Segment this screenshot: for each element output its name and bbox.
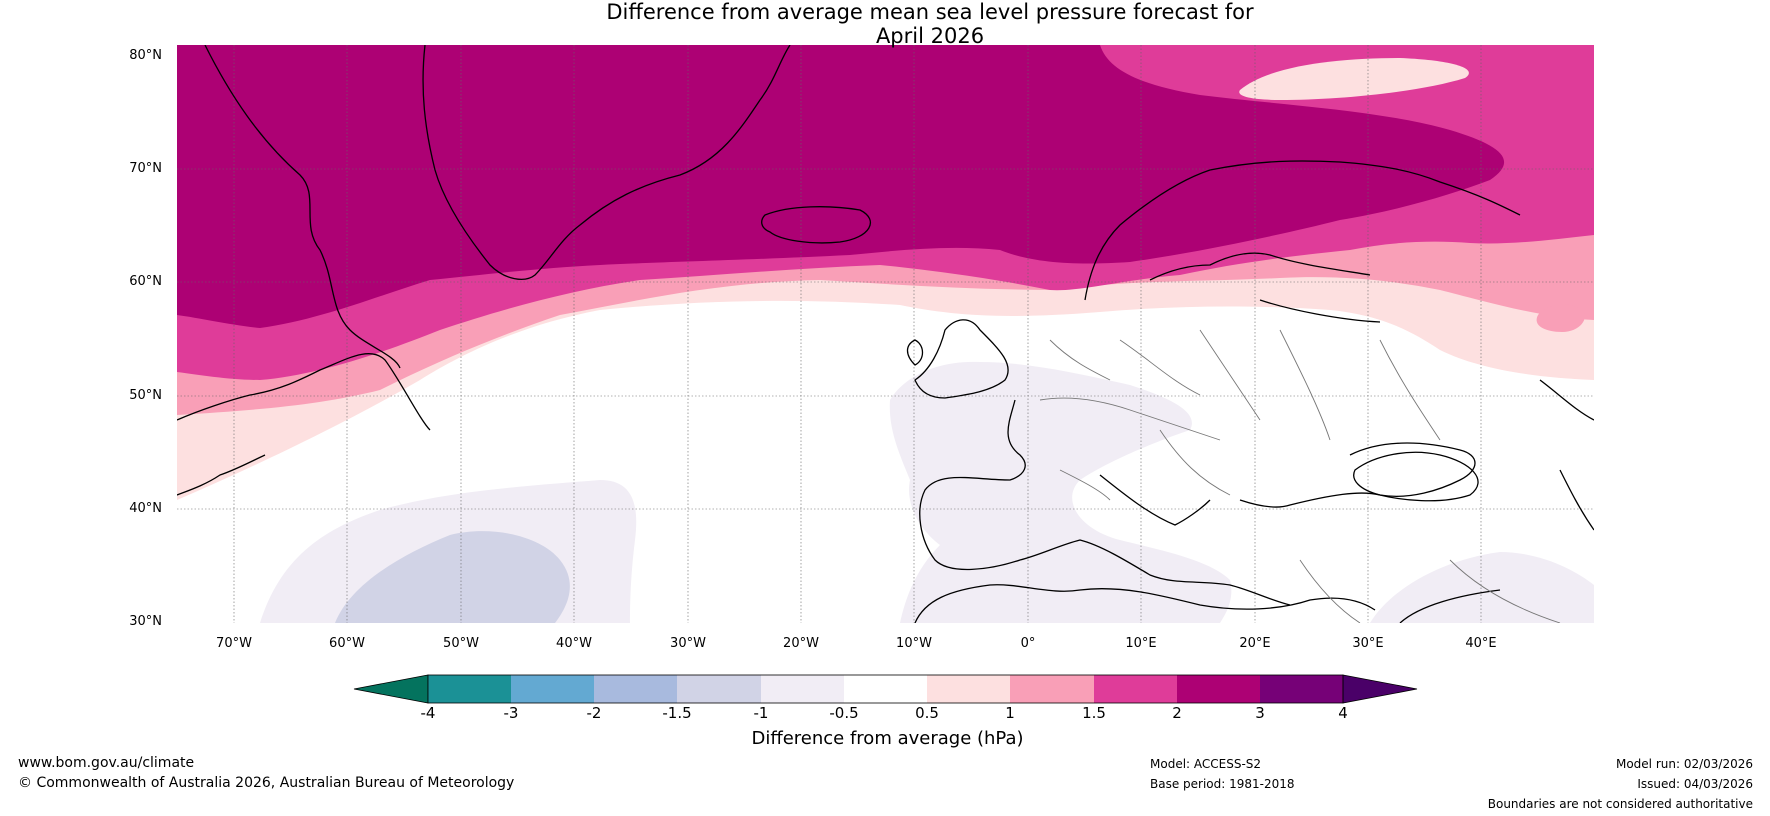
colorbar-tick-label: 4 bbox=[1338, 704, 1348, 722]
contour-minus-1-atlantic bbox=[335, 531, 570, 623]
lon-label: 10°E bbox=[1125, 636, 1157, 651]
title-line-1: Difference from average mean sea level p… bbox=[606, 0, 1254, 24]
coast-east bbox=[1399, 379, 1594, 623]
coast-labrador bbox=[177, 353, 431, 496]
lat-label: 80°N bbox=[129, 48, 162, 63]
footer-base-period: Base period: 1981-2018 bbox=[1150, 777, 1295, 791]
colorbar-segment-7 bbox=[1010, 675, 1094, 703]
colorbar-tick-label: -2 bbox=[586, 704, 602, 722]
colorbar-tick-label: 1 bbox=[1005, 704, 1015, 722]
coast-north-africa bbox=[914, 584, 1376, 623]
coast-scandinavia bbox=[1084, 160, 1521, 323]
lon-label: 60°W bbox=[329, 636, 365, 651]
colorbar-segment-2 bbox=[594, 675, 677, 703]
coast-british-isles bbox=[906, 319, 1009, 399]
colorbar-segment-6 bbox=[927, 675, 1010, 703]
colorbar-segment-10 bbox=[1260, 675, 1343, 703]
contour-plus-2 bbox=[177, 45, 1505, 328]
lon-label: 30°W bbox=[670, 636, 706, 651]
country-borders bbox=[1039, 329, 1561, 623]
footer-disclaimer: Boundaries are not considered authoritat… bbox=[1487, 797, 1753, 811]
lon-label: 20°W bbox=[783, 636, 819, 651]
contour-minus-0.5-europe bbox=[889, 361, 1232, 623]
lat-label: 50°N bbox=[129, 388, 162, 403]
coast-western-europe bbox=[919, 399, 1476, 606]
coastlines bbox=[177, 45, 1594, 623]
colorbar-extend-under bbox=[353, 674, 429, 704]
footer-issued: Issued: 04/03/2026 bbox=[1637, 777, 1753, 791]
colorbar-segment-3 bbox=[677, 675, 761, 703]
lon-label: 40°E bbox=[1465, 636, 1497, 651]
footer-website: www.bom.gov.au/climate bbox=[18, 755, 195, 771]
colorbar-tick-label: -1.5 bbox=[662, 704, 692, 722]
lon-label: 40°W bbox=[556, 636, 592, 651]
lat-label: 60°N bbox=[129, 274, 162, 289]
lat-label: 70°N bbox=[129, 161, 162, 176]
lat-label: 40°N bbox=[129, 501, 162, 516]
coast-black-sea bbox=[1353, 451, 1479, 502]
lon-label: 10°W bbox=[896, 636, 932, 651]
contour-plus-1-blob bbox=[1536, 304, 1585, 332]
lat-label: 30°N bbox=[129, 614, 162, 629]
contour-minus-0.5-east bbox=[1370, 552, 1594, 623]
title-line-2: April 2026 bbox=[875, 24, 985, 48]
lon-label: 0° bbox=[1020, 636, 1036, 651]
lon-label: 20°E bbox=[1239, 636, 1271, 651]
footer-model: Model: ACCESS-S2 bbox=[1150, 757, 1262, 771]
colorbar-segment-4 bbox=[761, 675, 844, 703]
colorbar-tick-label: -4 bbox=[420, 704, 436, 722]
colorbar-tick-label: -1 bbox=[753, 704, 769, 722]
footer-model-run: Model run: 02/03/2026 bbox=[1615, 757, 1753, 771]
colorbar-tick-label: -3 bbox=[503, 704, 519, 722]
colorbar-segment-0 bbox=[428, 675, 511, 703]
colorbar-extend-over bbox=[1342, 674, 1418, 704]
colorbar-segment-5 bbox=[844, 675, 927, 703]
graticule bbox=[177, 45, 1594, 623]
footer-copyright: © Commonwealth of Australia 2026, Austra… bbox=[18, 775, 515, 791]
lon-label: 50°W bbox=[443, 636, 479, 651]
coast-greenland bbox=[204, 45, 791, 369]
colorbar-tick-label: 2 bbox=[1172, 704, 1182, 722]
colorbar-tick-label: -0.5 bbox=[829, 704, 859, 722]
lon-label: 30°E bbox=[1352, 636, 1384, 651]
coast-iceland bbox=[761, 206, 872, 244]
map-title: Difference from average mean sea level p… bbox=[0, 0, 1770, 48]
colorbar bbox=[353, 674, 1418, 704]
colorbar-segment-1 bbox=[511, 675, 594, 703]
colorbar-label: Difference from average (hPa) bbox=[751, 728, 1024, 749]
contour-plus-0.5-arctic bbox=[1239, 58, 1469, 100]
lon-label: 70°W bbox=[216, 636, 252, 651]
colorbar-segment-9 bbox=[1177, 675, 1260, 703]
colorbar-tick-label: 0.5 bbox=[915, 704, 939, 722]
colorbar-segment-8 bbox=[1094, 675, 1177, 703]
colorbar-tick-label: 1.5 bbox=[1082, 704, 1106, 722]
colorbar-tick-label: 3 bbox=[1255, 704, 1265, 722]
